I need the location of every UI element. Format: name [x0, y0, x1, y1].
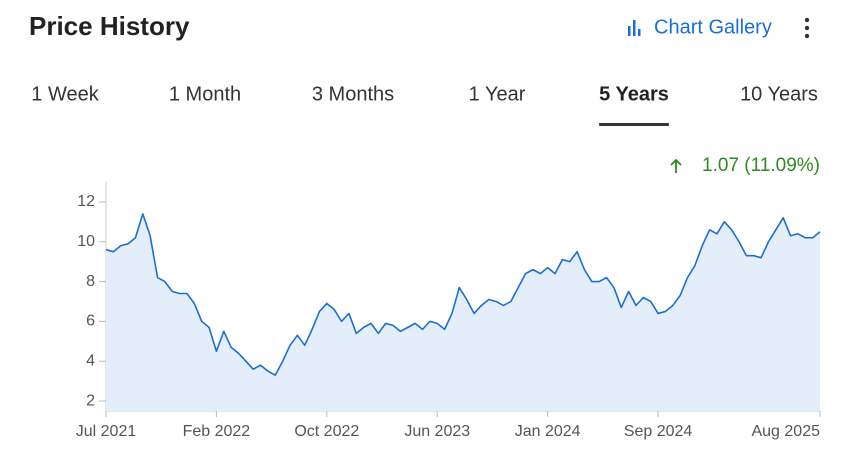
x-tick-label: Jul 2021	[76, 423, 137, 440]
up-arrow	[670, 158, 682, 173]
tab[interactable]: 1 Week	[31, 83, 99, 105]
y-tick-label: 10	[77, 233, 95, 250]
price-change: 1.07 (11.09%)	[702, 155, 820, 176]
tabs: 1 Week 1 Month 3 Months 1 Year 5 Years 10 Yea…	[31, 83, 818, 126]
dot	[804, 25, 810, 31]
icon-bar	[638, 29, 641, 36]
icon-bar	[633, 20, 636, 36]
more-menu[interactable]	[804, 17, 810, 39]
x-tick-label: Jun 2023	[404, 423, 470, 440]
x-tick-label: Feb 2022	[183, 423, 251, 440]
dot	[804, 33, 810, 39]
tab[interactable]: 3 Months	[312, 83, 394, 105]
chart: 2 4 6 8 10 12 Jul 2021 Feb 2022 Oct 2022 Jun 2023…	[76, 182, 821, 440]
y-tick-label: 12	[77, 193, 95, 210]
x-tick-label: Sep 2024	[624, 423, 693, 440]
y-tick-label: 2	[86, 392, 95, 409]
x-tick-label: Jan 2024	[515, 423, 581, 440]
chart-gallery-link[interactable]: Chart Gallery	[654, 16, 772, 38]
y-tick-label: 6	[86, 313, 95, 330]
active-tab-underline	[599, 123, 669, 126]
x-tick-label: Oct 2022	[294, 423, 359, 440]
tab[interactable]: 1 Month	[169, 83, 241, 105]
x-tick-label: Aug 2025	[751, 423, 820, 440]
price-line	[105, 213, 821, 376]
dot	[804, 17, 810, 23]
icon-bar	[628, 26, 631, 36]
chart-gallery-icon[interactable]	[628, 20, 641, 36]
title: Price History	[29, 11, 190, 41]
y-tick-label: 8	[86, 273, 95, 290]
area-fill	[106, 213, 820, 411]
tab[interactable]: 10 Years	[740, 83, 818, 105]
tab[interactable]: 1 Year	[469, 83, 526, 105]
tab[interactable]: 5 Years	[599, 83, 669, 105]
y-tick-label: 4	[86, 352, 95, 369]
